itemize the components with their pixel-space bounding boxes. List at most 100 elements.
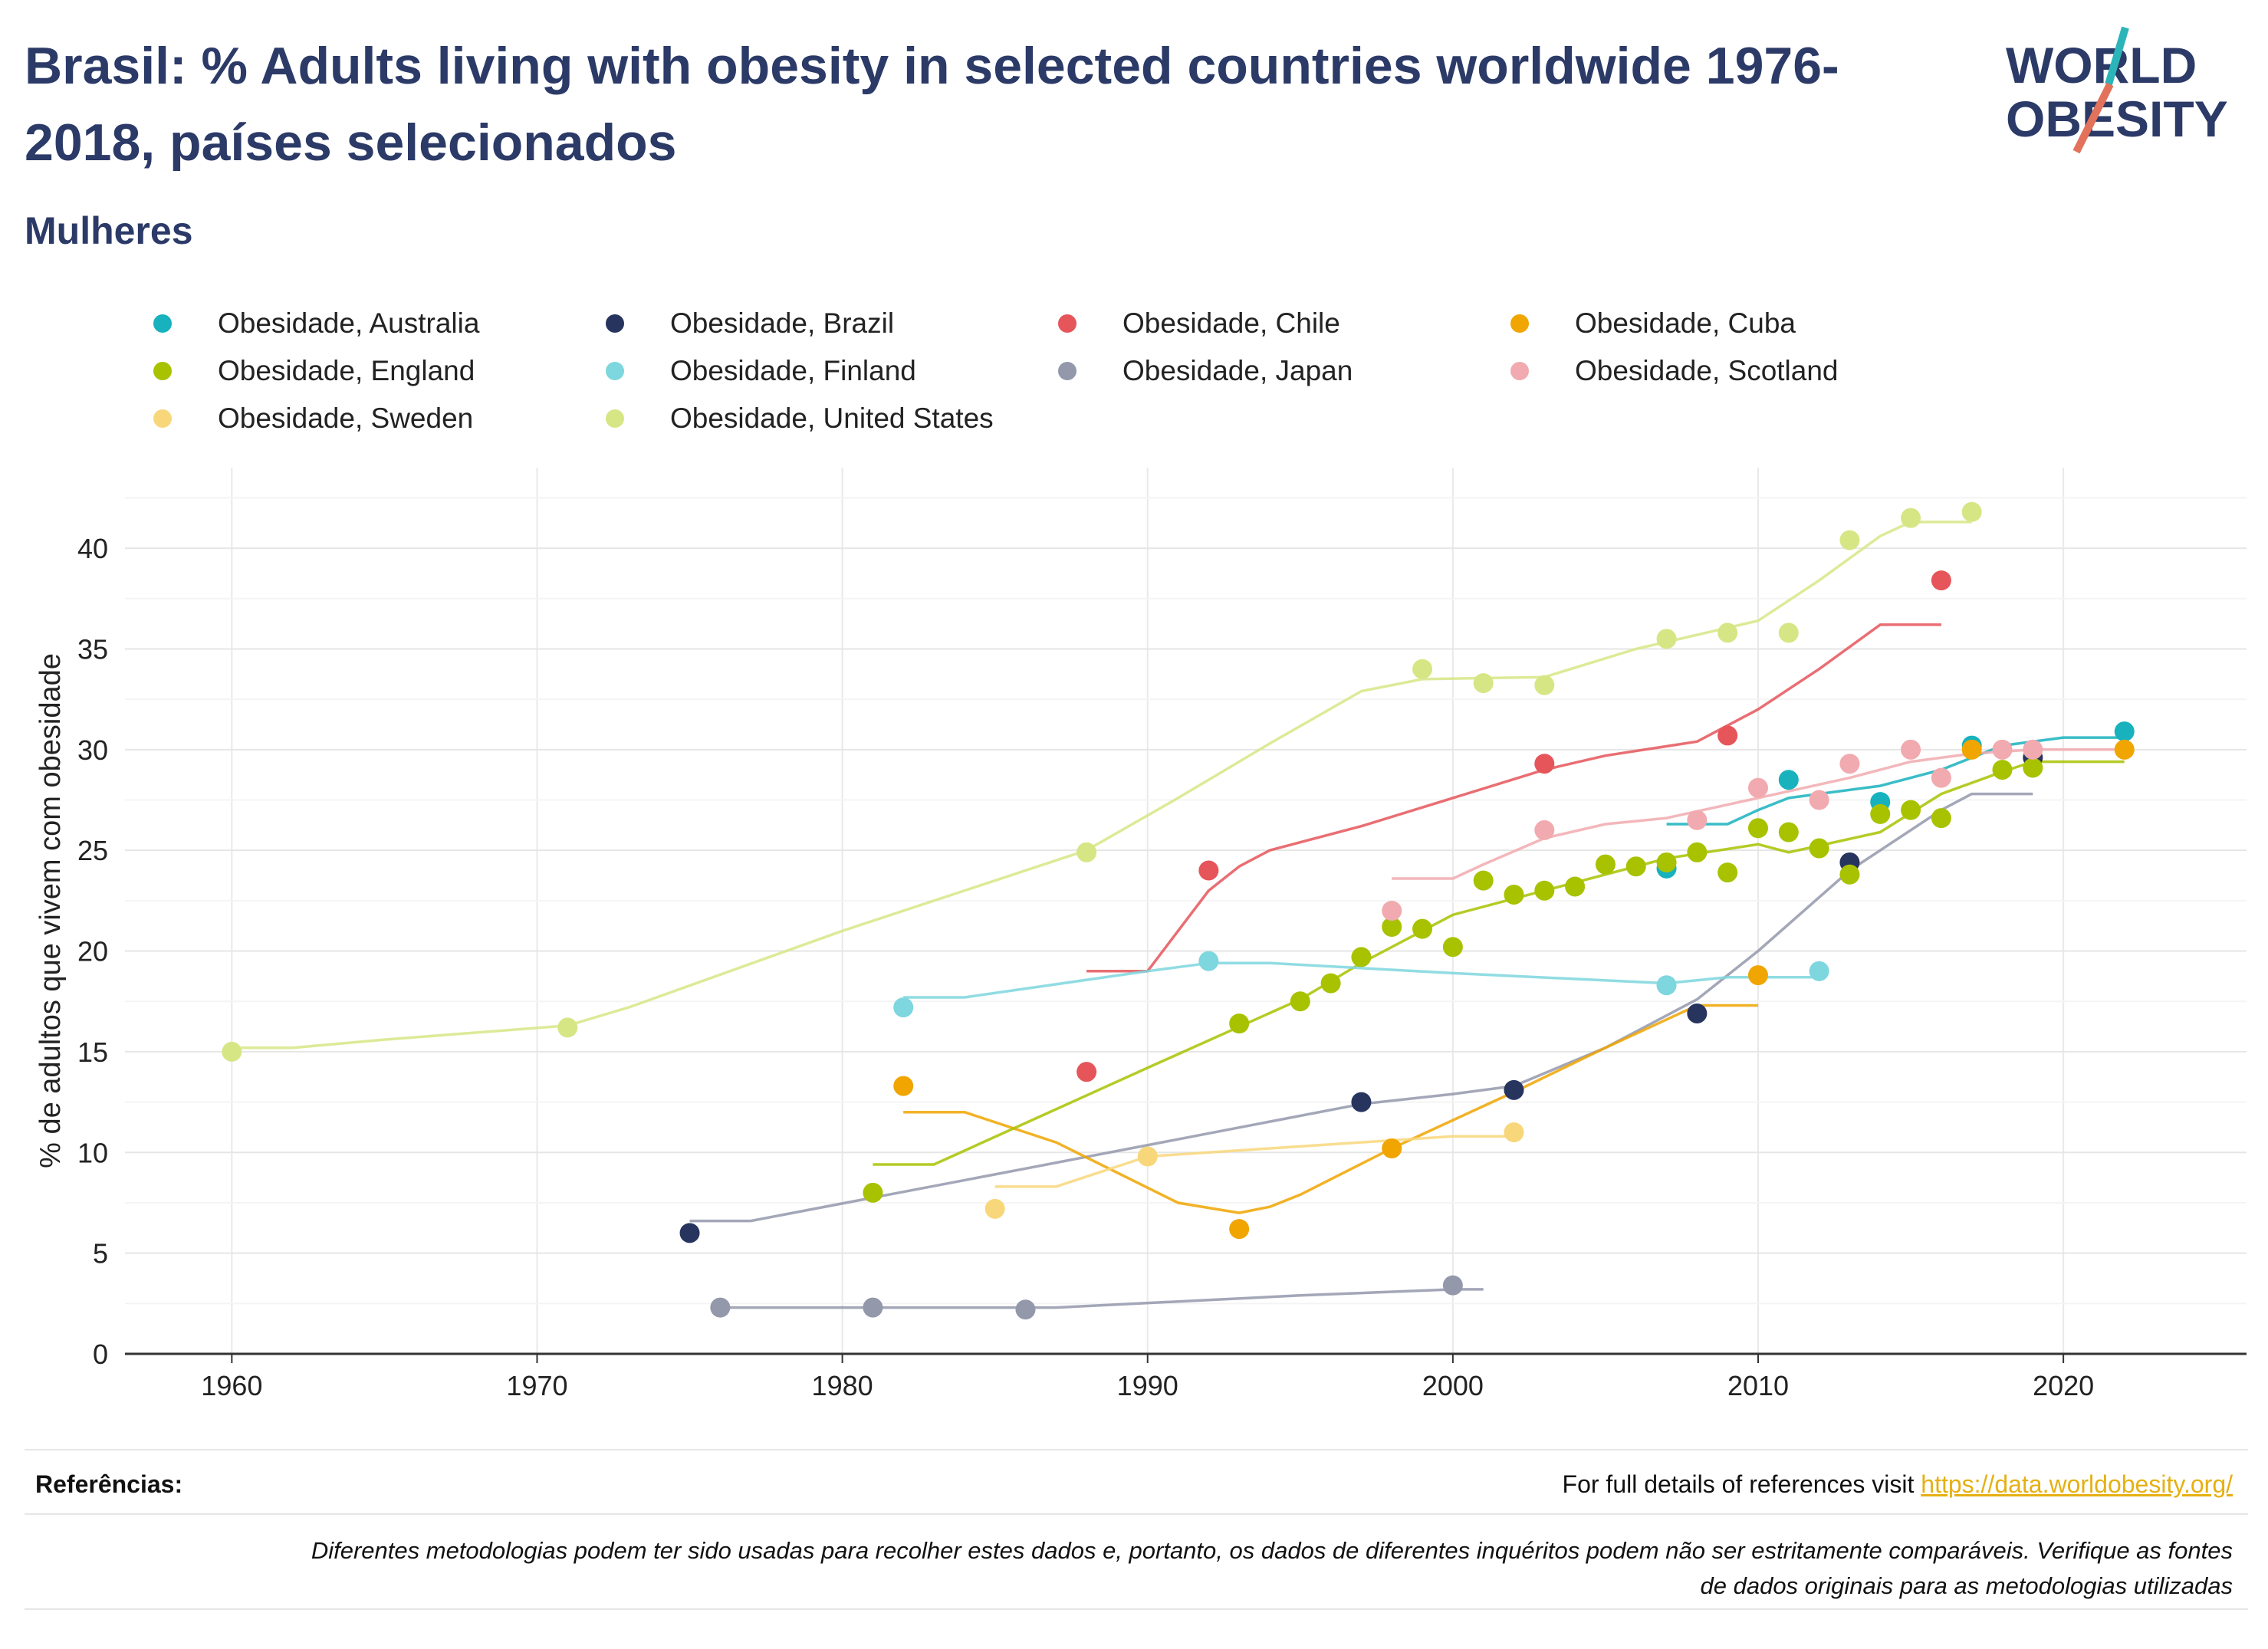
- legend-marker: [1058, 314, 1076, 333]
- data-point-obesidade-england: [1320, 973, 1341, 994]
- legend-label: Obesidade, United States: [670, 402, 994, 434]
- legend-label: Obesidade, Japan: [1122, 355, 1353, 386]
- data-point-obesidade-england: [1839, 864, 1860, 885]
- data-point-obesidade-japan: [1015, 1299, 1036, 1320]
- data-point-obesidade-japan: [1442, 1275, 1463, 1296]
- legend-item-obesidade-cuba[interactable]: Obesidade, Cuba: [1510, 305, 1796, 342]
- y-tick-label: 10: [77, 1137, 108, 1168]
- data-point-obesidade-england: [1595, 854, 1616, 875]
- data-point-obesidade-scotland: [1839, 754, 1860, 774]
- references-label: Referências:: [35, 1470, 183, 1498]
- data-point-obesidade-england: [863, 1182, 883, 1203]
- data-point-obesidade-japan: [863, 1297, 883, 1318]
- legend-label: Obesidade, Brazil: [670, 307, 895, 339]
- data-point-obesidade-england: [1992, 760, 2013, 780]
- legend-item-obesidade-united-states[interactable]: Obesidade, United States: [606, 400, 994, 437]
- data-point-obesidade-england: [1717, 862, 1738, 883]
- data-point-obesidade-united-states: [557, 1017, 578, 1038]
- data-point-obesidade-united-states: [1473, 673, 1494, 694]
- data-point-obesidade-cuba: [1747, 965, 1768, 986]
- legend-item-obesidade-england[interactable]: Obesidade, England: [153, 353, 475, 389]
- data-point-obesidade-australia: [1778, 770, 1799, 790]
- data-point-obesidade-england: [1809, 838, 1829, 859]
- legend-item-obesidade-australia[interactable]: Obesidade, Australia: [153, 305, 479, 342]
- data-point-obesidade-cuba: [2114, 739, 2135, 760]
- legend-label: Obesidade, England: [218, 355, 475, 386]
- y-tick-label: 15: [77, 1036, 108, 1068]
- legend-label: Obesidade, Scotland: [1575, 355, 1839, 386]
- data-point-obesidade-united-states: [1656, 629, 1677, 649]
- data-point-obesidade-united-states: [1778, 622, 1799, 643]
- y-tick-label: 30: [77, 734, 108, 766]
- data-point-obesidade-australia: [2114, 721, 2135, 742]
- data-point-obesidade-brazil: [1504, 1079, 1524, 1100]
- data-point-obesidade-chile: [1076, 1062, 1097, 1082]
- data-point-obesidade-sweden: [1504, 1122, 1524, 1142]
- chart-legend: Obesidade, Australia Obesidade, Brazil Obe…: [153, 305, 2070, 458]
- trend-line-obesidade-japan: [720, 1288, 1484, 1309]
- logo-slash-teal: [2105, 26, 2129, 86]
- legend-label: Obesidade, Australia: [218, 307, 480, 339]
- legend-marker: [1058, 362, 1076, 380]
- y-tick-label: 35: [77, 633, 108, 665]
- data-point-obesidade-united-states: [1534, 675, 1555, 695]
- data-point-obesidade-brazil: [679, 1223, 700, 1243]
- x-tick-label: 1990: [1117, 1370, 1178, 1401]
- y-tick-label: 20: [77, 936, 108, 967]
- data-point-obesidade-scotland: [1382, 901, 1402, 921]
- data-point-obesidade-united-states: [1076, 842, 1097, 862]
- x-tick-label: 2000: [1422, 1370, 1484, 1401]
- y-axis-title: % de adultos que vivem com obesidade: [35, 653, 67, 1168]
- data-point-obesidade-england: [1870, 803, 1891, 824]
- footer-divider-top: [25, 1449, 2248, 1450]
- legend-marker: [153, 409, 172, 428]
- data-point-obesidade-chile: [1534, 754, 1555, 774]
- legend-marker: [606, 409, 624, 428]
- data-point-obesidade-finland: [1656, 975, 1677, 996]
- logo-line2: OBESITY: [2006, 90, 2228, 147]
- data-point-obesidade-brazil: [1351, 1092, 1372, 1112]
- legend-marker: [1510, 362, 1529, 380]
- legend-marker: [606, 362, 624, 380]
- legend-item-obesidade-finland[interactable]: Obesidade, Finland: [606, 353, 916, 389]
- data-point-obesidade-united-states: [1412, 659, 1433, 679]
- footer-divider-middle: [25, 1513, 2248, 1515]
- data-point-obesidade-england: [1687, 842, 1708, 862]
- data-point-obesidade-cuba: [1229, 1219, 1250, 1240]
- data-point-obesidade-england: [1656, 852, 1677, 872]
- data-point-obesidade-finland: [1198, 951, 1219, 971]
- data-point-obesidade-england: [1442, 937, 1463, 958]
- legend-item-obesidade-japan[interactable]: Obesidade, Japan: [1058, 353, 1353, 389]
- data-point-obesidade-england: [1778, 822, 1799, 843]
- data-point-obesidade-united-states: [1717, 622, 1738, 643]
- data-point-obesidade-chile: [1198, 860, 1219, 881]
- data-point-obesidade-chile: [1717, 725, 1738, 746]
- legend-label: Obesidade, Cuba: [1575, 307, 1796, 339]
- page-title: Brasil: % Adults living with obesity in …: [25, 37, 1839, 172]
- data-point-obesidade-cuba: [1382, 1138, 1402, 1159]
- data-point-obesidade-england: [2023, 757, 2043, 778]
- x-tick-label: 1960: [201, 1370, 262, 1401]
- data-point-obesidade-england: [1382, 917, 1402, 938]
- data-point-obesidade-england: [1412, 918, 1433, 939]
- legend-item-obesidade-brazil[interactable]: Obesidade, Brazil: [606, 305, 894, 342]
- references-text: For full details of references visit htt…: [1563, 1470, 2233, 1499]
- page-subtitle: Mulheres: [25, 209, 193, 252]
- legend-item-obesidade-chile[interactable]: Obesidade, Chile: [1058, 305, 1340, 342]
- x-tick-label: 2020: [2033, 1370, 2094, 1401]
- x-tick-label: 1970: [506, 1370, 567, 1401]
- data-point-obesidade-scotland: [1809, 790, 1829, 810]
- world-obesity-logo: WORLD OBESITY: [2006, 26, 2228, 154]
- y-tick-label: 0: [93, 1339, 108, 1370]
- trend-line-obesidade-united-states: [232, 521, 1972, 1050]
- trend-line-obesidade-cuba: [903, 1004, 1758, 1214]
- trend-line-obesidade-sweden: [994, 1135, 1514, 1188]
- y-tick-label: 25: [77, 835, 108, 866]
- data-point-obesidade-england: [1473, 870, 1494, 891]
- legend-item-obesidade-scotland[interactable]: Obesidade, Scotland: [1510, 353, 1839, 389]
- data-point-obesidade-england: [1931, 808, 1951, 829]
- disclaimer-line-1: Diferentes metodologias podem ter sido u…: [311, 1537, 2233, 1564]
- legend-item-obesidade-sweden[interactable]: Obesidade, Sweden: [153, 400, 473, 437]
- references-link[interactable]: https://data.worldobesity.org/: [1921, 1470, 2233, 1498]
- data-point-obesidade-chile: [1931, 570, 1951, 591]
